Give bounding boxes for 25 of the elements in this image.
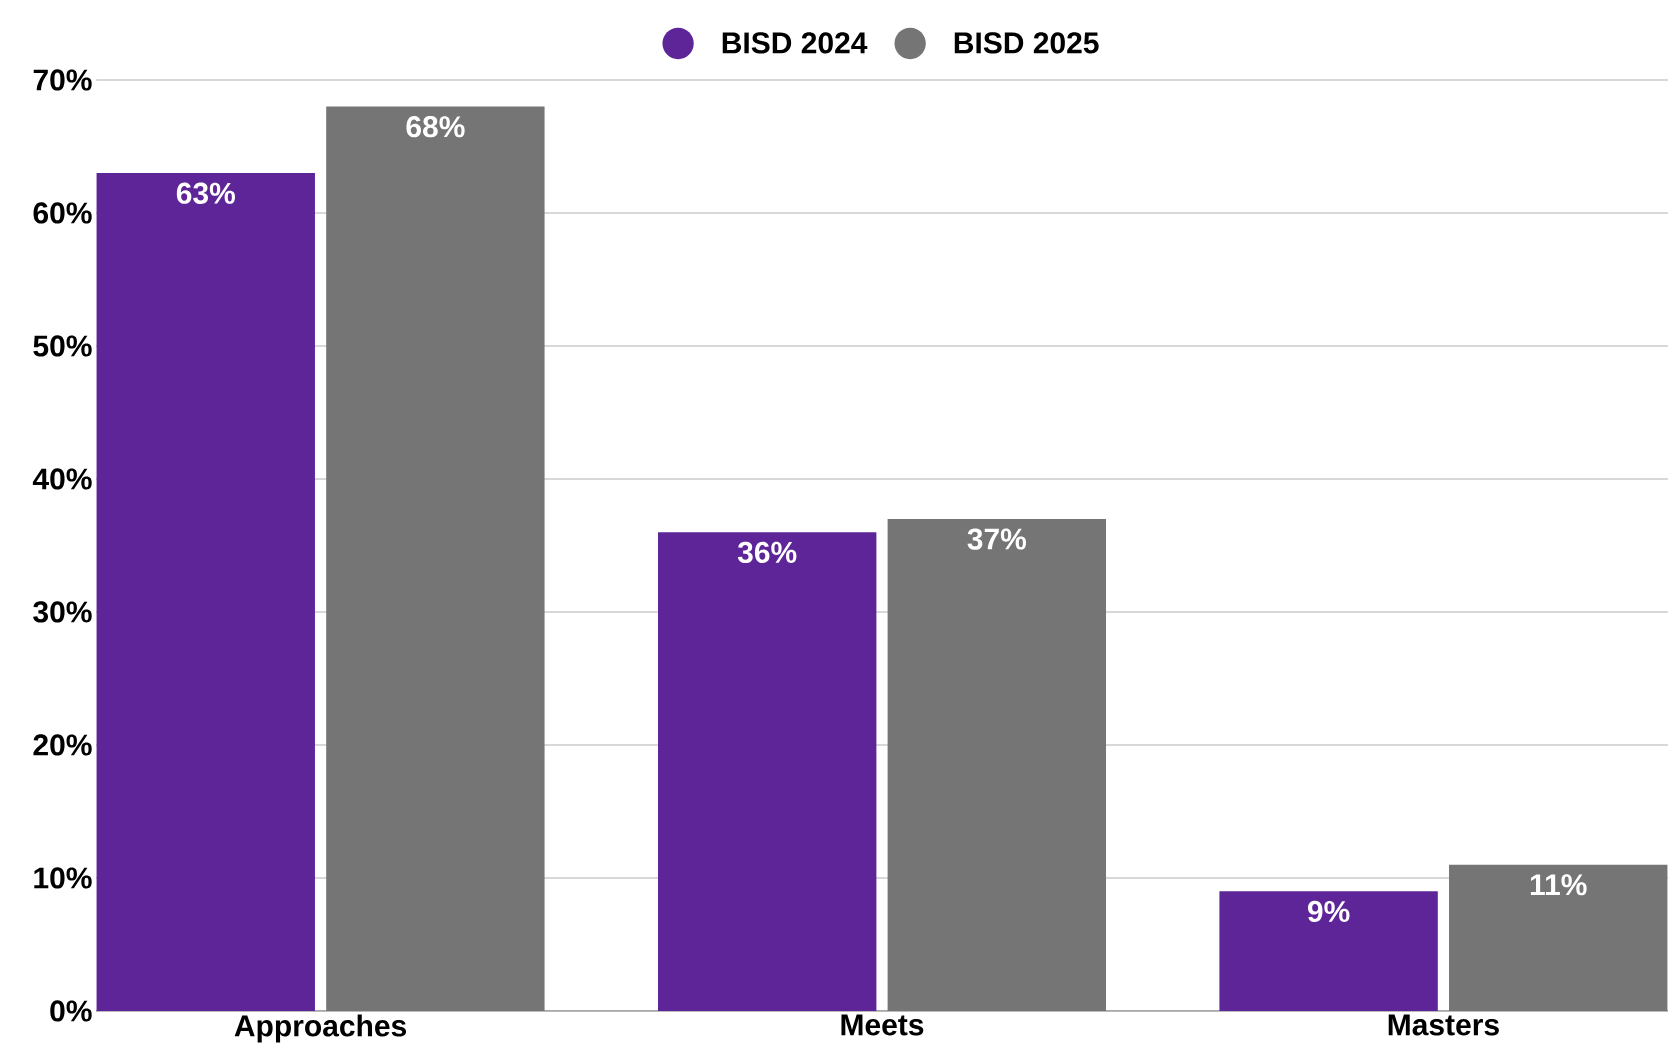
data-label: 37% (967, 528, 1027, 550)
legend-label: BISD 2025 (954, 32, 1099, 54)
bar (96, 173, 315, 1011)
data-label: 9% (1307, 900, 1350, 923)
x-tick-label: Meets (841, 1014, 924, 1036)
y-tick-label: 30% (33, 601, 92, 623)
data-label: 68% (406, 116, 465, 138)
y-tick-label: 50% (33, 335, 92, 357)
bar (1219, 891, 1438, 1011)
data-label: 36% (737, 541, 797, 563)
data-label: 63% (176, 182, 235, 204)
y-tick-label: 20% (33, 734, 92, 756)
x-tick-label: Masters (1388, 1014, 1499, 1036)
y-tick-label: 10% (34, 867, 92, 889)
y-tick-label: 0% (50, 1000, 92, 1022)
y-tick-label: 40% (32, 468, 92, 490)
bar (657, 532, 877, 1011)
legend-label: BISD 2024 (722, 32, 868, 54)
bar (887, 518, 1106, 1011)
bar (326, 106, 545, 1011)
data-label: 11% (1530, 874, 1587, 896)
bar (1449, 864, 1668, 1011)
y-tick-label: 70% (33, 69, 92, 91)
x-tick-label: Approaches (234, 1014, 407, 1043)
y-tick-label: 60% (33, 202, 92, 224)
